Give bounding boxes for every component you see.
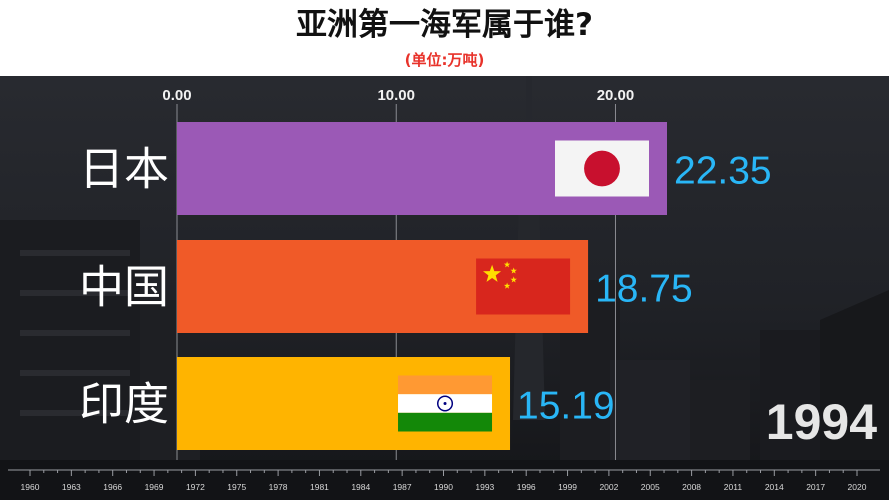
chart-subtitle: (单位:万吨) <box>404 51 485 69</box>
category-label: 印度 <box>79 378 169 431</box>
timeline-label: 1978 <box>269 482 288 492</box>
japan-flag-icon <box>555 140 649 197</box>
x-tick-label: 0.00 <box>162 87 191 104</box>
timeline-label: 1981 <box>310 482 329 492</box>
timeline-label: 2002 <box>599 482 618 492</box>
chart-title: 亚洲第一海军属于谁? <box>296 7 593 43</box>
timeline-label: 2005 <box>641 482 660 492</box>
value-label: 18.75 <box>595 268 693 311</box>
x-axis: 0.00 10.00 20.00 <box>162 87 634 104</box>
timeline-label: 1984 <box>351 482 370 492</box>
timeline-label: 1993 <box>475 482 494 492</box>
x-tick-label: 10.00 <box>377 87 415 104</box>
timeline-label: 1963 <box>62 482 81 492</box>
timeline-label: 1999 <box>558 482 577 492</box>
timeline-label: 1966 <box>103 482 122 492</box>
year-label: 1994 <box>765 394 877 450</box>
timeline-label: 2011 <box>724 482 743 492</box>
timeline-label: 1969 <box>145 482 164 492</box>
timeline-label: 2014 <box>765 482 784 492</box>
timeline-label: 1987 <box>393 482 412 492</box>
timeline-label: 2017 <box>806 482 825 492</box>
timeline-label: 1990 <box>434 482 453 492</box>
timeline-label: 2008 <box>682 482 701 492</box>
x-tick-label: 20.00 <box>597 87 635 104</box>
timeline-label: 1972 <box>186 482 205 492</box>
timeline-label: 2020 <box>848 482 867 492</box>
india-flag-icon <box>398 375 493 432</box>
china-flag-icon <box>476 258 571 315</box>
timeline-label: 1996 <box>517 482 536 492</box>
timeline-label: 1960 <box>21 482 40 492</box>
value-label: 22.35 <box>674 150 772 193</box>
timeline-axis: 1960 1963 1966 1969 1972 1975 1978 1981 1984 1987… <box>8 469 880 492</box>
title-bar: 亚洲第一海军属于谁? (单位:万吨) <box>0 0 889 76</box>
category-label: 中国 <box>79 261 169 314</box>
category-label: 日本 <box>79 143 169 196</box>
timeline-label: 1975 <box>227 482 246 492</box>
bars: 日本 22.35 中国 18.75 印度 15.19 <box>79 122 772 450</box>
value-label: 15.19 <box>517 385 615 428</box>
